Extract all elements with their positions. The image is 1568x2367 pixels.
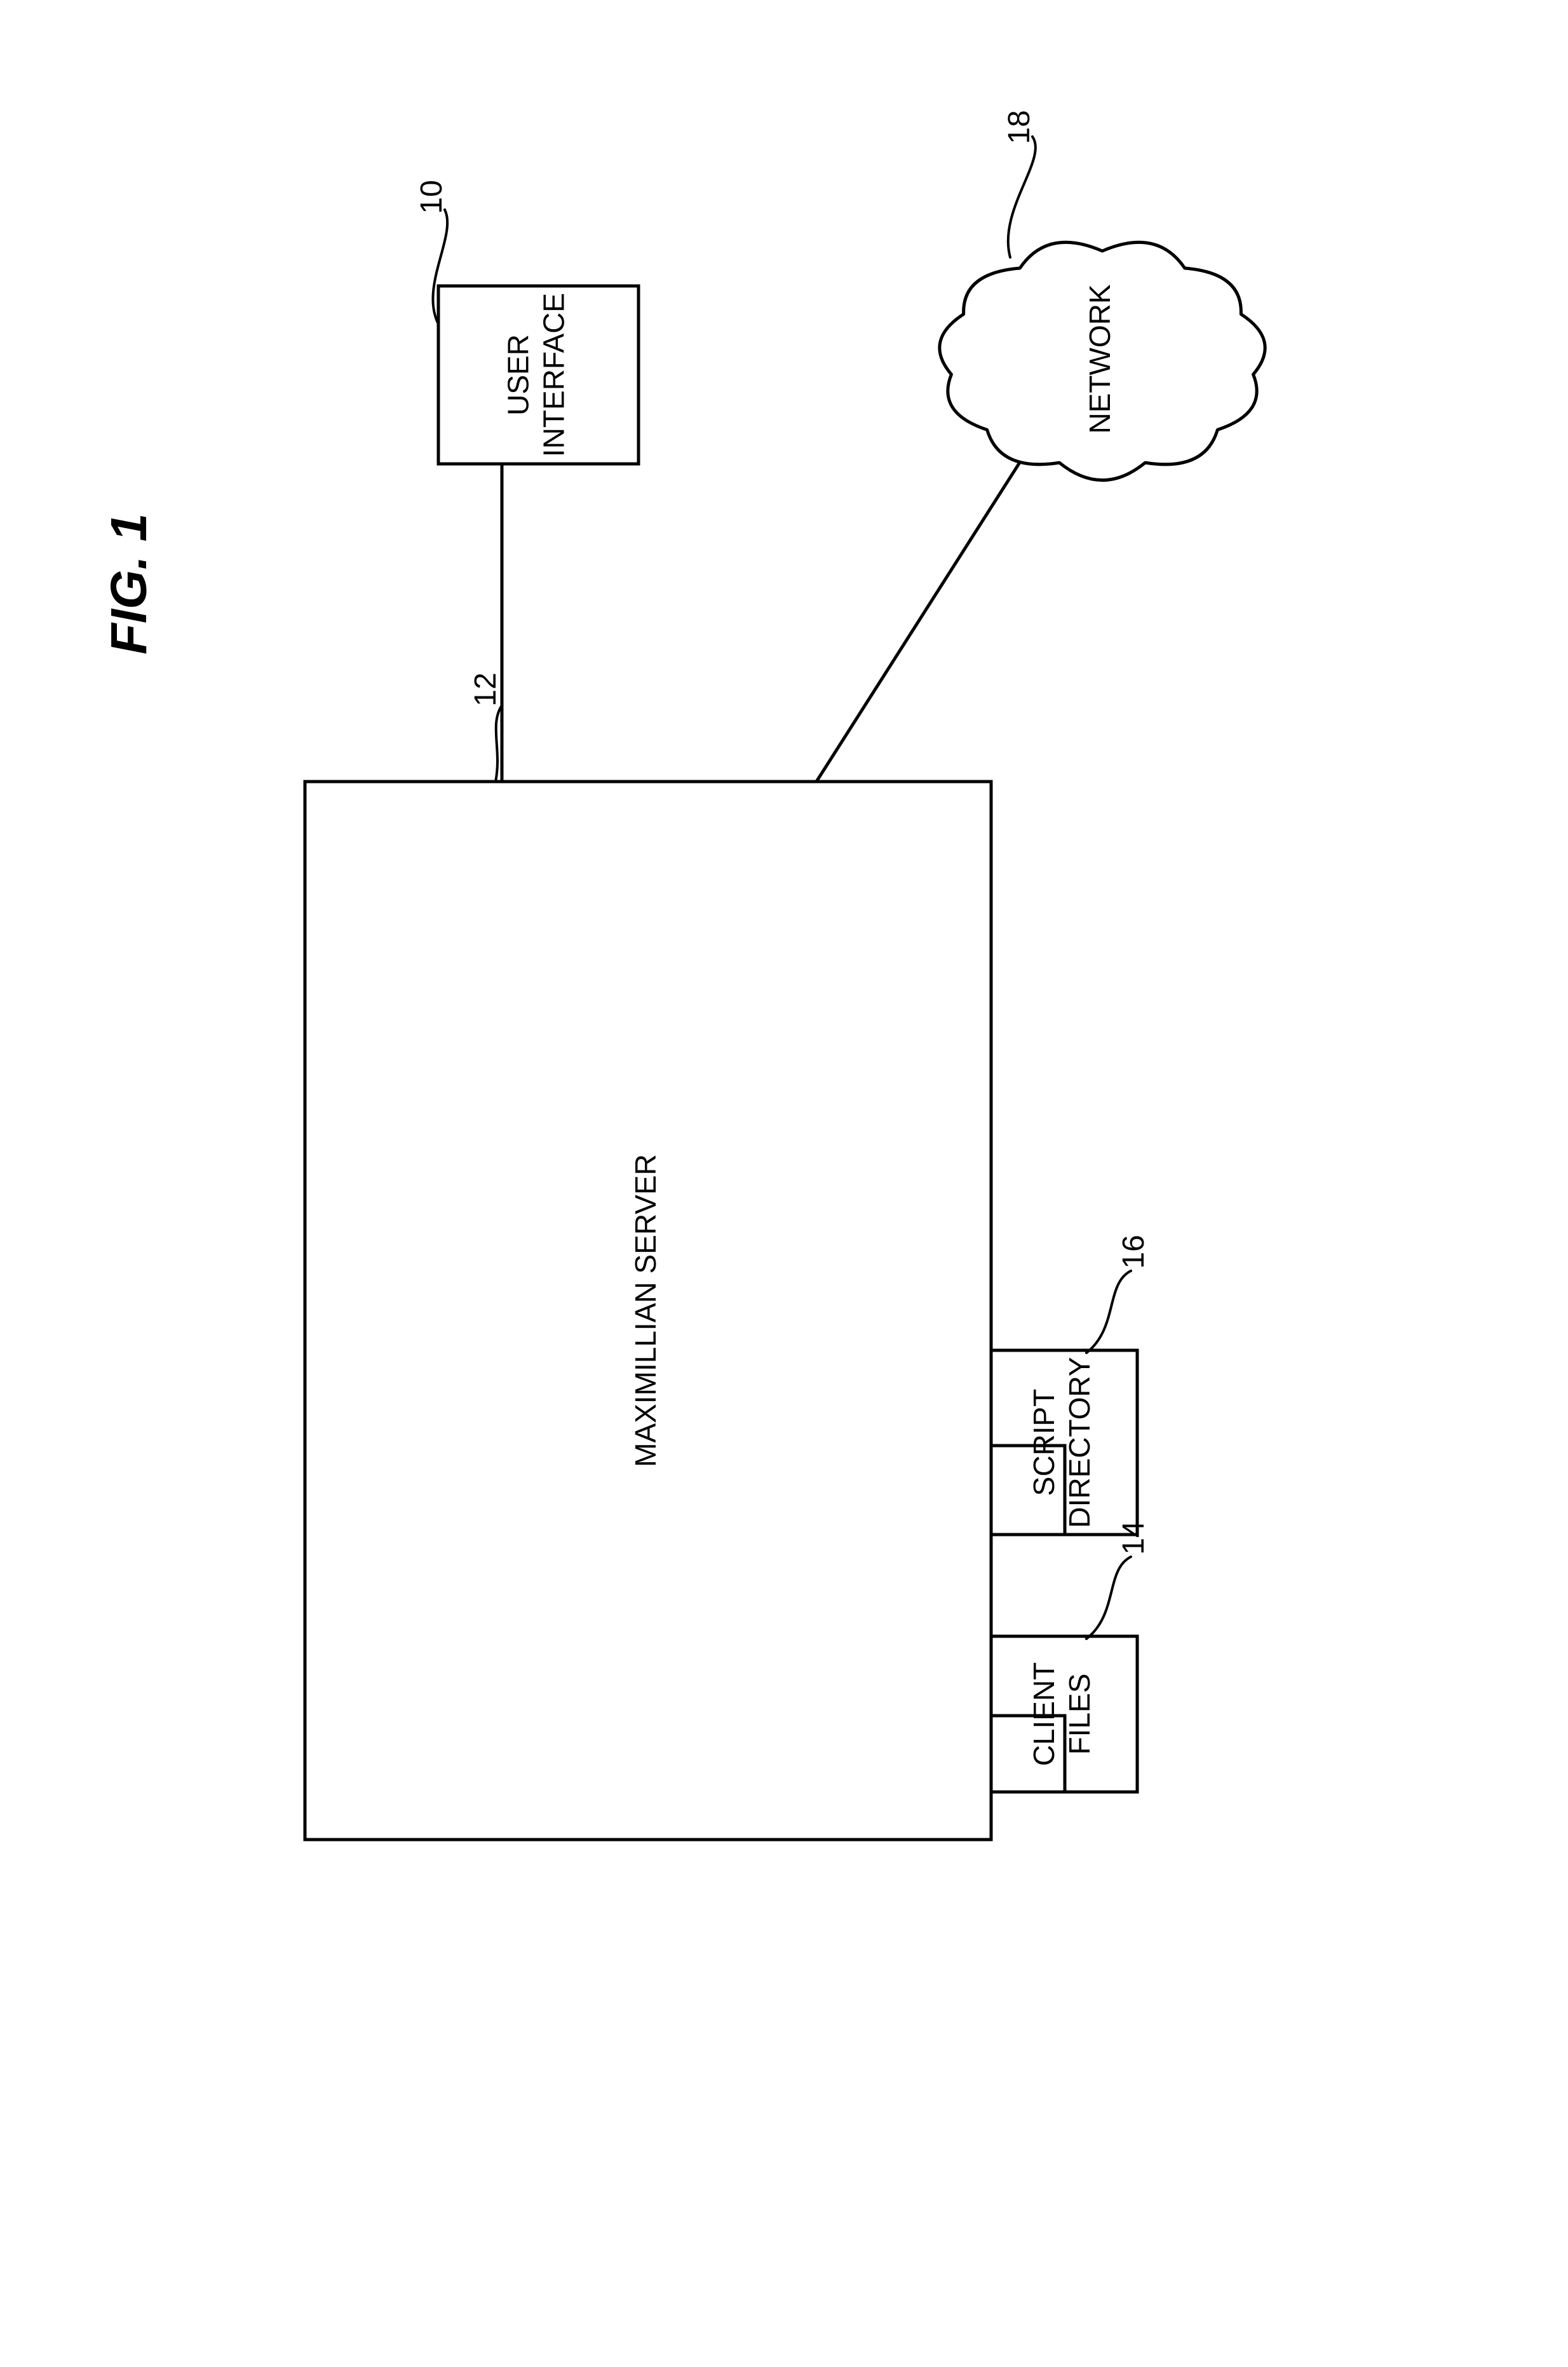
client-files-ref-leader	[1086, 1557, 1131, 1639]
user-interface-label-1: USER	[502, 334, 535, 416]
script-directory-ref-num: 16	[1117, 1235, 1151, 1268]
network-ref-num: 18	[1003, 110, 1036, 144]
network-label: NETWORK	[1083, 284, 1116, 433]
server-ref-num: 12	[469, 672, 503, 706]
script-directory-label-1: SCRIPT	[1027, 1389, 1060, 1496]
figure-title: FIG. 1	[100, 513, 157, 654]
client-files-label-2: FILES	[1063, 1674, 1096, 1755]
edge-server-network	[816, 458, 1023, 782]
user-interface-ref-num: 10	[415, 180, 449, 214]
network-ref-leader	[1008, 137, 1036, 257]
client-files-ref-num: 14	[1117, 1521, 1151, 1554]
client-files-label-1: CLIENT	[1027, 1662, 1060, 1767]
user-interface-label-2: INTERFACE	[537, 293, 571, 457]
script-directory-ref-leader	[1086, 1271, 1131, 1353]
script-directory-label-2: DIRECTORY	[1063, 1357, 1096, 1528]
user-interface-ref-leader	[433, 210, 447, 324]
server-label: MAXIMILLIAN SERVER	[629, 1154, 662, 1467]
